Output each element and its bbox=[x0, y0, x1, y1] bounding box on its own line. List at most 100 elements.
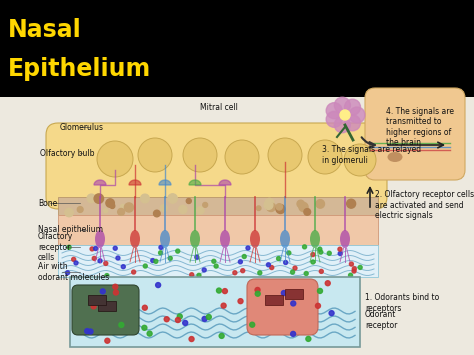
Circle shape bbox=[147, 331, 152, 336]
Circle shape bbox=[325, 281, 330, 286]
Circle shape bbox=[116, 256, 120, 260]
Circle shape bbox=[318, 288, 322, 294]
Text: 2. Olfactory receptor cells
are activated and send
electric signals: 2. Olfactory receptor cells are activate… bbox=[375, 190, 474, 220]
Text: 1. Odorants bind to
receptors: 1. Odorants bind to receptors bbox=[365, 293, 439, 313]
Circle shape bbox=[132, 270, 136, 274]
Circle shape bbox=[238, 299, 243, 304]
Circle shape bbox=[65, 271, 70, 275]
Circle shape bbox=[291, 332, 296, 337]
Circle shape bbox=[246, 246, 250, 250]
Circle shape bbox=[338, 247, 342, 251]
Circle shape bbox=[176, 249, 180, 253]
Text: Mitral cell: Mitral cell bbox=[200, 103, 238, 111]
Circle shape bbox=[119, 322, 124, 327]
Circle shape bbox=[265, 198, 274, 207]
Circle shape bbox=[151, 258, 155, 263]
Circle shape bbox=[141, 194, 149, 203]
Circle shape bbox=[326, 103, 342, 119]
Circle shape bbox=[219, 333, 224, 338]
Circle shape bbox=[94, 194, 103, 203]
Circle shape bbox=[91, 304, 96, 309]
Text: 4. The signals are
transmitted to
higher regions of
the brain: 4. The signals are transmitted to higher… bbox=[386, 107, 454, 147]
Circle shape bbox=[276, 204, 285, 213]
Ellipse shape bbox=[388, 152, 402, 162]
Circle shape bbox=[67, 245, 71, 249]
Circle shape bbox=[143, 264, 147, 268]
Circle shape bbox=[316, 303, 320, 308]
Text: Nasal: Nasal bbox=[8, 18, 82, 42]
Circle shape bbox=[334, 97, 350, 113]
Circle shape bbox=[266, 202, 275, 212]
Bar bbox=[58, 197, 378, 215]
Text: 3. The signals are relayed
in glomeruli: 3. The signals are relayed in glomeruli bbox=[322, 145, 421, 165]
Circle shape bbox=[214, 264, 218, 268]
Circle shape bbox=[222, 289, 228, 294]
Circle shape bbox=[155, 283, 161, 288]
Polygon shape bbox=[159, 180, 171, 185]
Circle shape bbox=[159, 245, 163, 250]
Text: Odorant
receptor: Odorant receptor bbox=[365, 310, 397, 330]
Circle shape bbox=[120, 204, 125, 209]
Circle shape bbox=[160, 205, 167, 212]
Ellipse shape bbox=[130, 230, 140, 248]
Text: Olfactory bulb: Olfactory bulb bbox=[40, 148, 94, 158]
Circle shape bbox=[270, 266, 274, 269]
Circle shape bbox=[266, 263, 271, 267]
Circle shape bbox=[97, 141, 133, 177]
Circle shape bbox=[179, 205, 187, 213]
Circle shape bbox=[293, 266, 297, 270]
Circle shape bbox=[340, 110, 350, 120]
Circle shape bbox=[113, 290, 118, 295]
Ellipse shape bbox=[340, 230, 350, 248]
Circle shape bbox=[74, 261, 78, 265]
Circle shape bbox=[299, 202, 308, 212]
Text: Epithelium: Epithelium bbox=[8, 57, 151, 81]
Circle shape bbox=[345, 99, 361, 115]
Text: Glomerulus: Glomerulus bbox=[60, 122, 104, 131]
Circle shape bbox=[349, 107, 365, 123]
Circle shape bbox=[110, 203, 115, 208]
Circle shape bbox=[282, 290, 286, 295]
Circle shape bbox=[326, 111, 342, 127]
Ellipse shape bbox=[95, 230, 105, 248]
Circle shape bbox=[168, 194, 177, 203]
Circle shape bbox=[255, 291, 260, 296]
Circle shape bbox=[85, 329, 90, 334]
Text: Nasal epithelium: Nasal epithelium bbox=[38, 225, 103, 235]
Circle shape bbox=[197, 273, 201, 277]
FancyBboxPatch shape bbox=[247, 279, 318, 335]
Circle shape bbox=[308, 140, 342, 174]
FancyBboxPatch shape bbox=[46, 123, 387, 209]
Circle shape bbox=[329, 311, 334, 316]
Circle shape bbox=[65, 208, 73, 217]
Bar bbox=[58, 215, 378, 245]
Circle shape bbox=[175, 317, 181, 322]
Circle shape bbox=[250, 322, 255, 327]
FancyBboxPatch shape bbox=[265, 295, 283, 305]
Text: Olfactory
receptor
cells: Olfactory receptor cells bbox=[38, 232, 73, 262]
Bar bbox=[0, 97, 474, 355]
Circle shape bbox=[319, 269, 323, 273]
Circle shape bbox=[327, 251, 331, 255]
Circle shape bbox=[159, 251, 163, 255]
Circle shape bbox=[338, 252, 342, 256]
Circle shape bbox=[267, 203, 274, 210]
Circle shape bbox=[212, 259, 216, 263]
Circle shape bbox=[202, 268, 206, 272]
Circle shape bbox=[318, 247, 322, 251]
Circle shape bbox=[189, 337, 194, 342]
Circle shape bbox=[277, 257, 281, 261]
Circle shape bbox=[217, 288, 221, 293]
Circle shape bbox=[264, 201, 273, 209]
Ellipse shape bbox=[250, 230, 260, 248]
Circle shape bbox=[106, 199, 114, 207]
Bar bbox=[58, 245, 378, 277]
Circle shape bbox=[306, 337, 311, 342]
Circle shape bbox=[142, 305, 147, 310]
Circle shape bbox=[268, 138, 302, 172]
Circle shape bbox=[121, 265, 125, 269]
Circle shape bbox=[225, 140, 259, 174]
Circle shape bbox=[319, 250, 323, 254]
Circle shape bbox=[304, 272, 308, 275]
FancyBboxPatch shape bbox=[365, 88, 465, 180]
